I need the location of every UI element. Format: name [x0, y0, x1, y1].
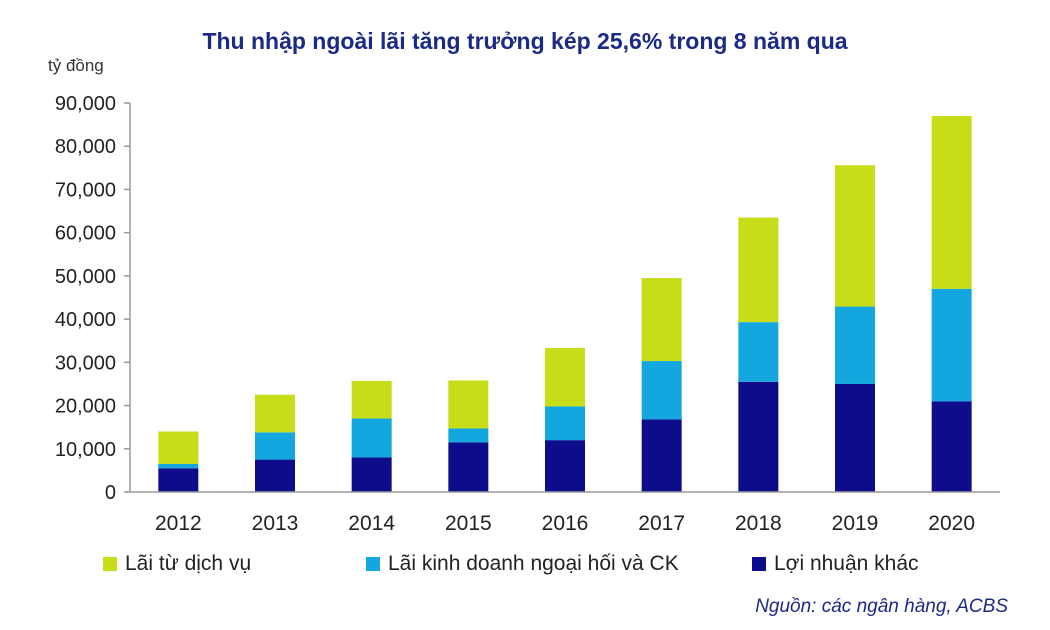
bar-segment	[545, 440, 585, 492]
bar-segment	[738, 217, 779, 323]
x-tick-label: 2020	[928, 512, 975, 535]
y-tick-label: 10,000	[55, 439, 116, 461]
bar-segment	[835, 165, 875, 307]
y-tick-label: 70,000	[55, 179, 116, 201]
bar-segment	[255, 394, 295, 433]
bar-segment	[351, 418, 392, 458]
bar-segment	[641, 361, 682, 420]
bar-segment	[255, 459, 295, 492]
legend-swatch	[103, 557, 117, 571]
legend-swatch	[366, 557, 380, 571]
x-tick-label: 2014	[348, 512, 395, 535]
chart-title: Thu nhập ngoài lãi tăng trưởng kép 25,6%…	[202, 28, 848, 54]
source-note: Nguồn: các ngân hàng, ACBS	[755, 596, 1008, 617]
bar-segment	[158, 431, 199, 464]
bar-segment	[738, 381, 779, 492]
y-tick-label: 50,000	[55, 266, 116, 288]
x-tick-label: 2012	[155, 512, 202, 535]
bar-segment	[835, 306, 875, 384]
bar-segment	[931, 115, 972, 289]
bar-segment	[351, 457, 392, 492]
x-tick-label: 2013	[252, 512, 299, 535]
bar-segment	[545, 406, 585, 441]
y-tick-label: 40,000	[55, 309, 116, 331]
bar-segment	[545, 348, 585, 407]
legend-swatch	[752, 557, 766, 571]
bar-segment	[351, 380, 392, 419]
legend: Lãi từ dịch vụ Lãi kinh doanh ngoại hối …	[0, 552, 1050, 582]
legend-label: Lợi nhuận khác	[774, 552, 919, 575]
bar-segment	[738, 322, 779, 382]
bar-segment	[641, 419, 682, 492]
y-tick-label: 20,000	[55, 396, 116, 418]
y-tick-label: 80,000	[55, 136, 116, 158]
legend-item-other: Lợi nhuận khác	[752, 552, 919, 576]
x-tick-label: 2018	[735, 512, 782, 535]
bar-segment	[255, 432, 295, 460]
bar-segment	[931, 288, 972, 402]
y-tick-label: 60,000	[55, 223, 116, 245]
legend-label: Lãi từ dịch vụ	[125, 552, 252, 575]
bar-segment	[158, 468, 199, 492]
legend-item-service: Lãi từ dịch vụ	[103, 552, 251, 576]
legend-item-fx-securities: Lãi kinh doanh ngoại hối và CK	[366, 552, 679, 576]
bar-segment	[448, 442, 489, 492]
legend-label: Lãi kinh doanh ngoại hối và CK	[388, 552, 679, 575]
x-tick-label: 2019	[832, 512, 879, 535]
bar-segment	[835, 383, 875, 492]
bar-segment	[158, 463, 199, 469]
bar-segment	[641, 278, 682, 362]
bar-segment	[931, 401, 972, 492]
x-tick-label: 2017	[638, 512, 685, 535]
y-tick-label: 0	[105, 482, 116, 504]
bar-segment	[448, 428, 489, 443]
y-tick-label: 90,000	[55, 93, 116, 115]
x-tick-label: 2016	[542, 512, 589, 535]
y-axis-unit: tỷ đồng	[48, 56, 104, 75]
bar-segment	[448, 380, 489, 429]
y-tick-label: 30,000	[55, 352, 116, 374]
x-tick-label: 2015	[445, 512, 492, 535]
